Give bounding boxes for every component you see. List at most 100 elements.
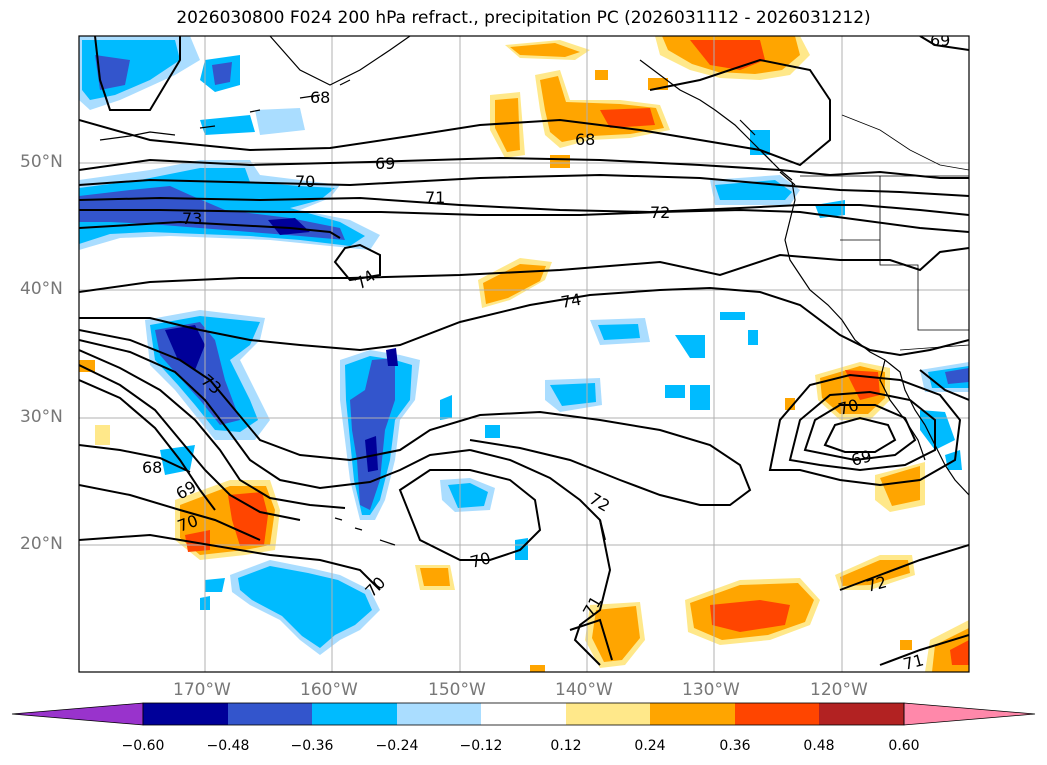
neg-area-subtrop-darkest [165, 325, 205, 370]
neg-area-pillar-darkest [365, 436, 378, 472]
contour-70-se [919, 369, 969, 401]
neg-area-mid-2 [675, 335, 705, 358]
neg-area-mid-5 [690, 385, 710, 410]
colorbar-cell [819, 703, 904, 725]
coast-baja [879, 359, 926, 461]
colorbar-tick-label: −0.12 [459, 738, 503, 754]
contour-68 [79, 444, 191, 473]
contour-label: 72 [650, 203, 670, 222]
contour-cutoff-outer [768, 373, 962, 487]
contour-label: 70 [295, 172, 315, 191]
lon-label-130w: 130°W [682, 680, 740, 700]
contour-74-loop [333, 243, 381, 282]
plot-frame [78, 35, 970, 673]
contour-69-west [79, 379, 216, 511]
lon-label-150w: 150°W [428, 680, 486, 700]
lon-label-120w: 120°W [810, 680, 868, 700]
neg-area-mid-4 [665, 385, 685, 398]
neg-area-small-2 [255, 108, 305, 135]
colorbar-cell [312, 703, 397, 725]
contour-north-2 [79, 58, 831, 167]
contour-71-se [879, 634, 969, 666]
lon-label-160w: 160°W [300, 680, 358, 700]
colorbar-tick-label: −0.48 [206, 738, 250, 754]
neg-area-small-4 [485, 425, 500, 438]
pos-area-south [592, 606, 640, 662]
neg-area-pillar-core [350, 358, 395, 510]
contour-label: 70 [836, 395, 861, 419]
contour-label: 72 [586, 489, 613, 516]
neg-area-small-1 [200, 115, 255, 135]
contour-label: 72 [864, 572, 889, 596]
contour-label: 68 [142, 458, 162, 477]
colorbar-cell [397, 703, 481, 725]
colorbar-cell [650, 703, 735, 725]
pos-area-small-f [900, 640, 912, 650]
colorbar-tick-label: 0.60 [888, 738, 920, 754]
colorbar-cell [735, 703, 819, 725]
neg-area-baja-dark [945, 368, 969, 384]
refractivity-contours [79, 36, 969, 666]
contour-label: 69 [930, 31, 950, 50]
neg-area-nw-pacific-dark [95, 55, 130, 90]
contour-label: 71 [425, 188, 445, 207]
coast-se-alaska [639, 59, 793, 181]
contour-71-sub [79, 349, 346, 509]
pos-area-gulf-3 [550, 155, 570, 168]
contour-label: 74 [559, 290, 582, 312]
contour-cutoff-70 [803, 404, 917, 462]
neg-area-mid-7 [748, 330, 758, 345]
map-title: 2026030800 F024 200 hPa refract., precip… [176, 8, 871, 28]
neg-area-mid-6 [720, 312, 745, 320]
neg-area-small-3 [440, 395, 452, 420]
pos-area-west-small [185, 530, 210, 552]
colorbar-extend-high [903, 702, 1036, 726]
coast-aleutians [99, 79, 351, 141]
contour-label: 73 [182, 209, 202, 228]
colorbar-tick-label: 0.48 [803, 738, 835, 754]
colorbar-extend-low [11, 702, 144, 726]
neg-area-jet-band-darkest [268, 218, 310, 235]
pos-area-west-core [228, 492, 268, 546]
pos-area-small-a [595, 70, 608, 80]
neg-area-small-7 [205, 578, 225, 592]
contour-cutoff-69 [823, 416, 897, 453]
colorbar-cell [566, 703, 650, 725]
colorbar-cell [481, 703, 566, 725]
lon-label-170w: 170°W [173, 680, 231, 700]
contour-69-ne [919, 36, 969, 51]
colorbar-tick-label: 0.24 [634, 738, 666, 754]
pos-area-se-alaska-core [690, 40, 765, 70]
neg-area-mid-1-core [598, 324, 640, 340]
plot-area: 69 68 68 69 70 71 72 73 74 74 73 68 69 7… [79, 31, 969, 674]
colorbar-outline [142, 702, 905, 726]
colorbar-cell [143, 703, 228, 725]
contour-69 [79, 156, 969, 179]
contour-70-west [79, 484, 261, 541]
contour-label: 69 [375, 154, 395, 173]
coast-hawaii [334, 517, 396, 546]
contour-70 [79, 173, 969, 197]
border-states [840, 176, 969, 331]
contour-73-sub [79, 329, 752, 506]
pos-area-se-1-core [880, 466, 920, 506]
contour-label: 71 [901, 650, 926, 674]
pos-area-far-west-2 [79, 360, 95, 372]
colorbar-tick-label: −0.36 [290, 738, 334, 754]
colorbar-tick-label: 0.12 [550, 738, 582, 754]
contour-70-loop [398, 469, 542, 561]
contour-73 [79, 220, 341, 239]
pos-area-small-c-core [420, 568, 450, 586]
neg-area-south [238, 566, 372, 648]
precip-shading [79, 36, 969, 672]
contour-71 [79, 196, 969, 216]
colorbar [11, 702, 1036, 726]
colorbar-tick-label: −0.60 [121, 738, 165, 754]
contour-label: 68 [310, 88, 330, 107]
neg-area-mexico [920, 410, 955, 450]
contour-70-sub [79, 364, 301, 521]
pos-area-se-corner-red [950, 640, 969, 665]
contour-71-south [569, 618, 613, 661]
pos-area-gulf-2-core [495, 98, 520, 152]
